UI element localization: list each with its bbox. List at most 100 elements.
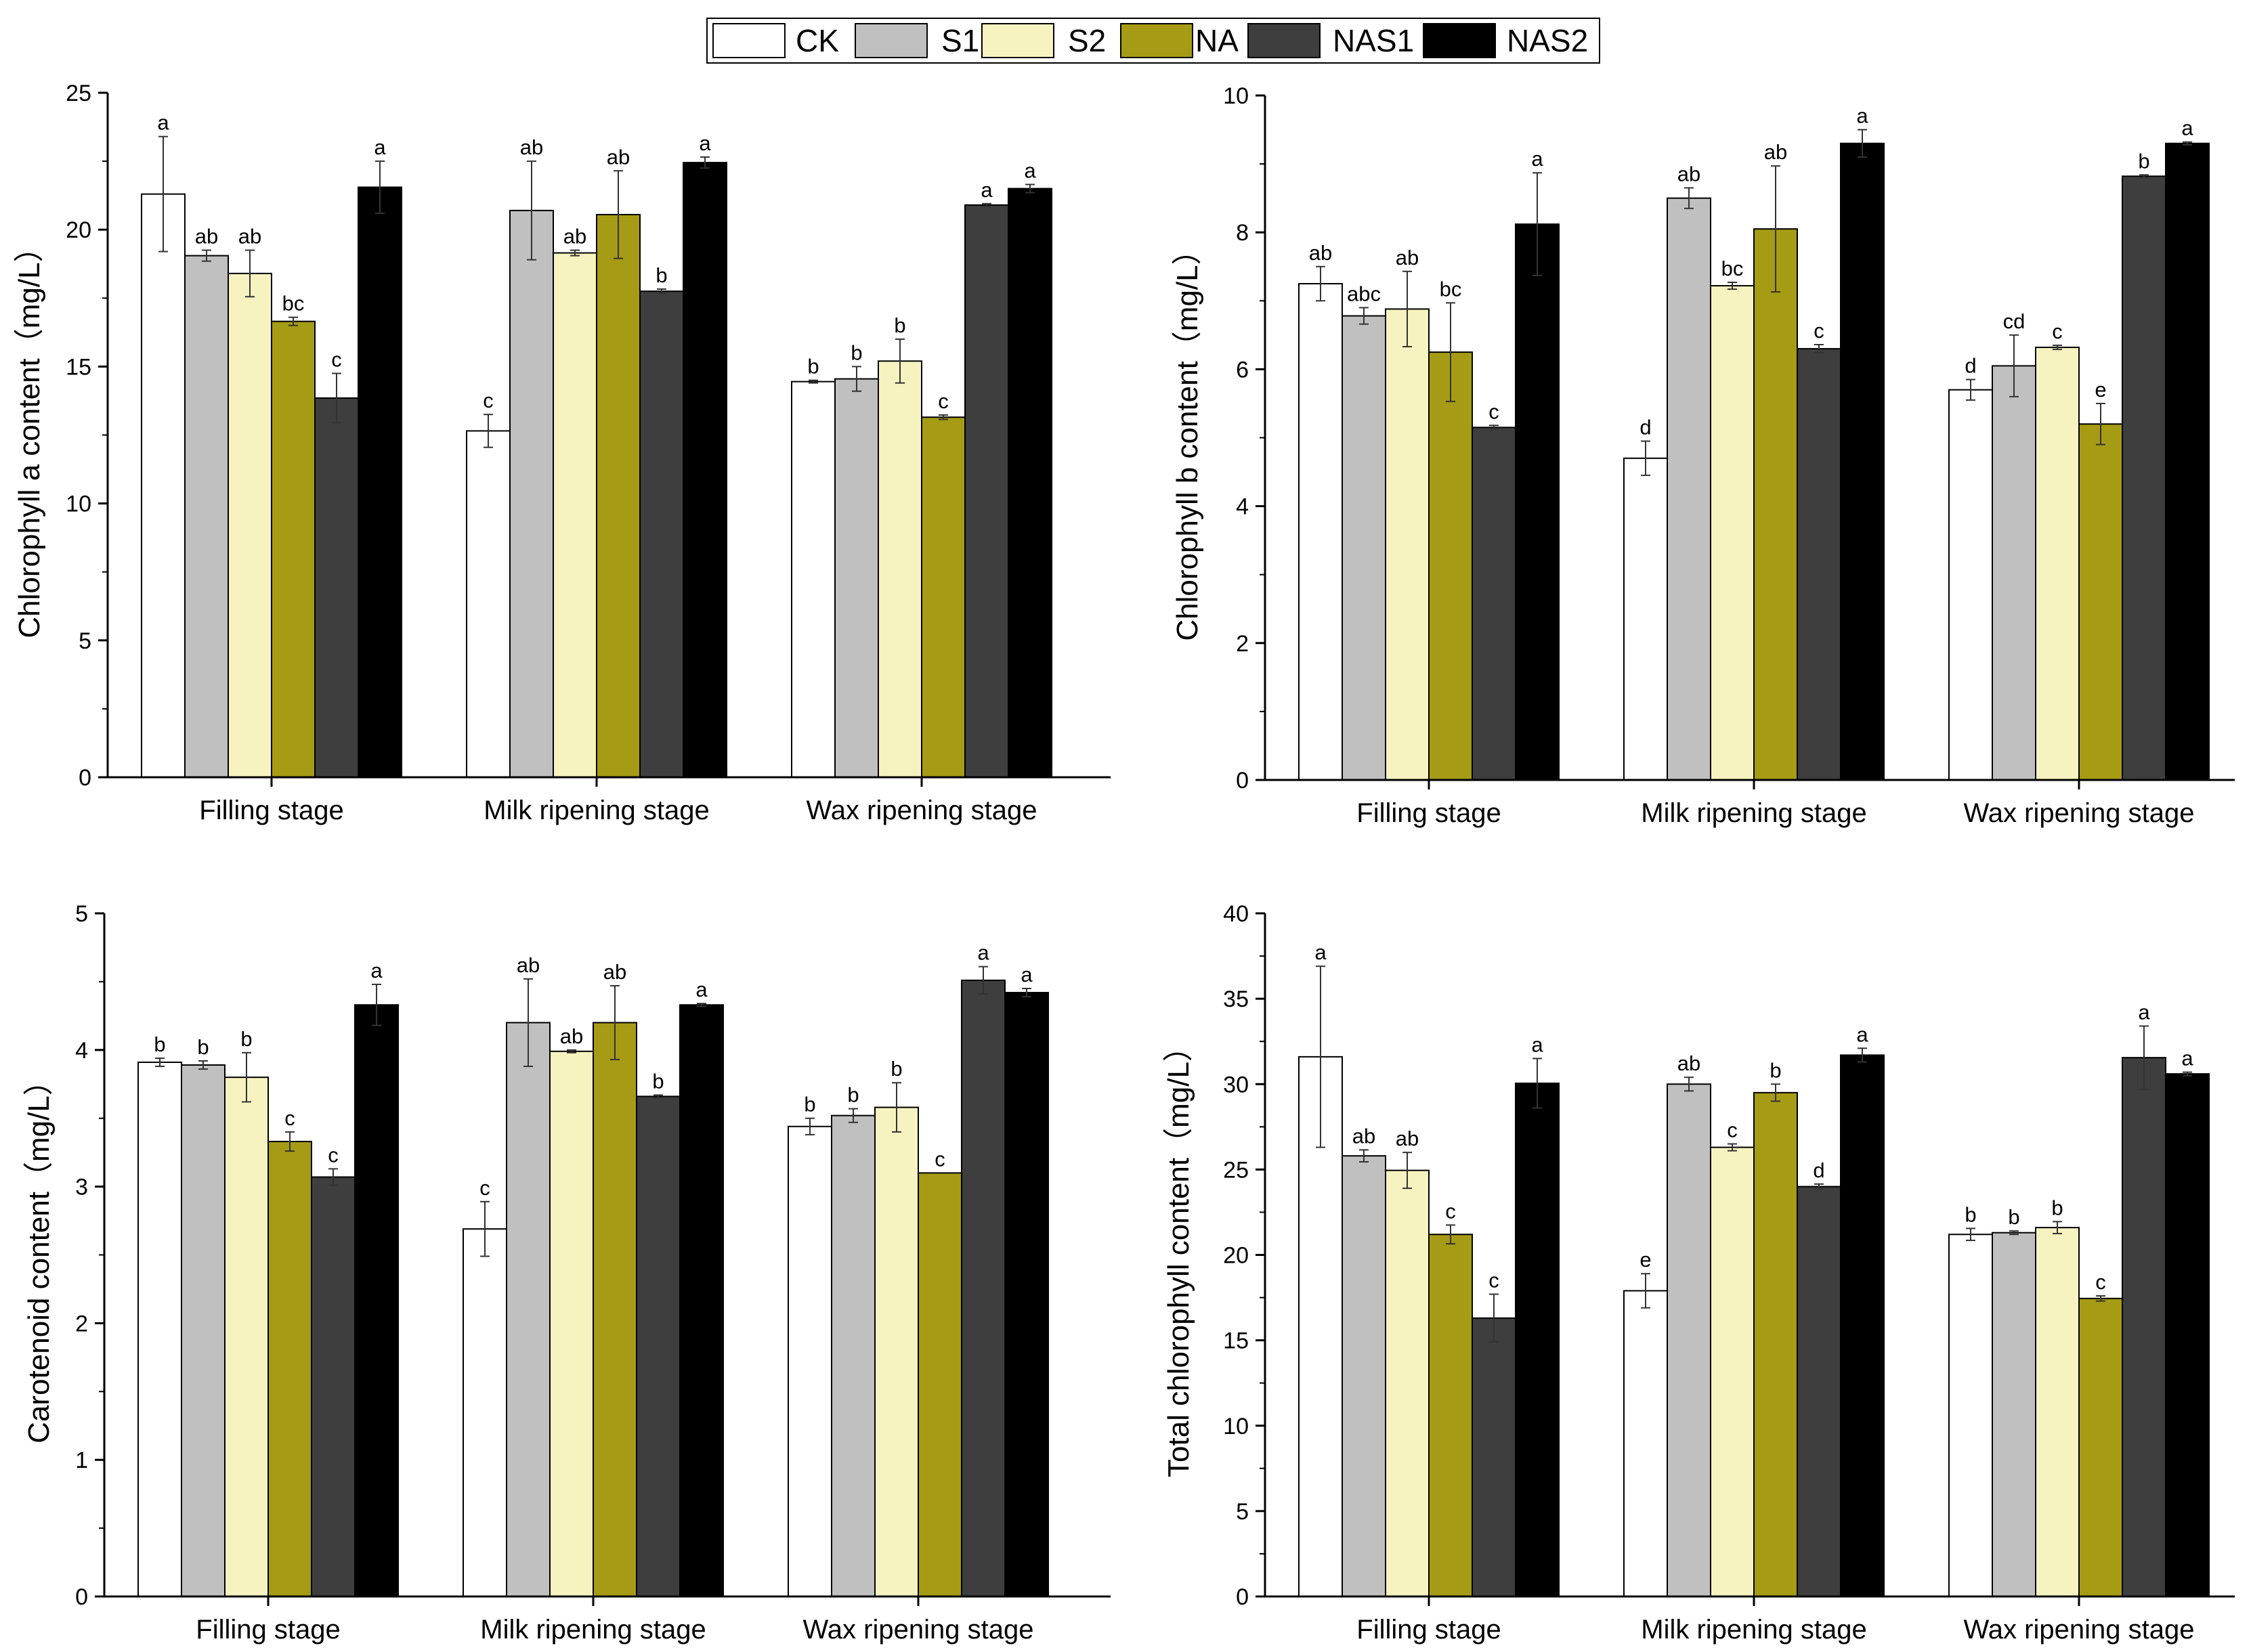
- bar-s2-0: [224, 1077, 269, 1598]
- y-tick-label: 5: [1236, 1499, 1249, 1525]
- bar-nas2-1: [683, 162, 727, 778]
- bar-na-0: [1428, 351, 1473, 781]
- legend-swatch-s2: [981, 23, 1054, 58]
- bar-ck-2: [788, 1125, 832, 1597]
- significance-label: b: [807, 355, 819, 378]
- y-tick-label: 1: [75, 1448, 88, 1473]
- bar-ck-2: [1948, 1234, 1993, 1597]
- bar-s1-2: [834, 378, 879, 778]
- bar-s1-1: [506, 1022, 551, 1597]
- significance-label: d: [1965, 354, 1976, 378]
- significance-label: d: [1813, 1158, 1824, 1182]
- significance-label: c: [483, 389, 494, 412]
- significance-label: b: [891, 1057, 902, 1081]
- bar-ck-0: [141, 193, 186, 778]
- legend-label-nas1: NAS1: [1333, 23, 1414, 58]
- significance-label: bc: [1721, 257, 1744, 280]
- legend-swatch-s1: [855, 23, 928, 58]
- legend-label-ck: CK: [796, 23, 839, 58]
- significance-label: a: [699, 131, 711, 155]
- significance-label: bc: [1440, 277, 1462, 301]
- bar-s1-2: [831, 1114, 876, 1597]
- bar-s1-1: [1667, 197, 1711, 781]
- significance-label: a: [157, 111, 169, 135]
- significance-label: b: [656, 263, 667, 287]
- y-tick-label: 20: [1223, 1243, 1249, 1269]
- significance-label: ab: [603, 960, 626, 984]
- significance-label: bc: [282, 292, 305, 316]
- bar-na-2: [921, 416, 966, 778]
- bar-nas1-2: [2122, 1057, 2166, 1597]
- significance-label: ab: [520, 135, 543, 159]
- x-category-label: Filling stage: [1356, 1615, 1501, 1645]
- x-category-label: Milk ripening stage: [480, 1615, 706, 1645]
- bar-s2-1: [1710, 1146, 1755, 1597]
- significance-label: b: [894, 313, 905, 337]
- bar-s2-0: [1385, 308, 1430, 781]
- y-tick-label: 4: [75, 1038, 88, 1064]
- bar-s1-1: [509, 209, 554, 778]
- bar-na-0: [271, 320, 316, 778]
- x-category-label: Filling stage: [1356, 798, 1501, 828]
- significance-label: c: [479, 1176, 490, 1200]
- bar-nas1-2: [961, 979, 1006, 1597]
- bar-nas1-2: [2122, 175, 2166, 781]
- y-tick-label: 2: [1236, 631, 1249, 657]
- y-axis-label: Chlorophyll a content（mg/L）: [13, 232, 46, 638]
- significance-label: ab: [1677, 1051, 1700, 1075]
- bar-s2-0: [228, 272, 272, 778]
- y-tick-label: 25: [66, 81, 91, 106]
- y-tick-label: 35: [1223, 986, 1249, 1012]
- legend: CK S1 S2 NA NAS1 NAS2: [706, 18, 1600, 64]
- significance-label: b: [2138, 149, 2149, 173]
- significance-label: a: [977, 941, 989, 965]
- significance-label: c: [1727, 1118, 1738, 1142]
- bar-ck-2: [1948, 389, 1993, 781]
- significance-label: a: [1856, 1022, 1868, 1046]
- bar-nas2-1: [679, 1004, 724, 1598]
- legend-swatch-nas2: [1423, 23, 1496, 58]
- significance-label: a: [374, 135, 386, 159]
- bar-nas2-2: [1004, 992, 1049, 1597]
- y-tick-label: 0: [1236, 1584, 1249, 1610]
- significance-label: ab: [1309, 241, 1332, 265]
- bar-nas1-1: [1797, 348, 1841, 781]
- bar-s2-1: [553, 252, 597, 779]
- significance-label: a: [370, 959, 383, 982]
- bar-s1-1: [1667, 1083, 1711, 1597]
- significance-label: ab: [1352, 1124, 1375, 1148]
- bar-s1-0: [1342, 1155, 1386, 1597]
- bar-nas2-2: [2165, 142, 2210, 781]
- significance-label: c: [1445, 1199, 1456, 1223]
- significance-label: ab: [1396, 1127, 1419, 1150]
- significance-label: a: [2181, 116, 2193, 140]
- y-tick-label: 8: [1236, 220, 1249, 246]
- y-tick-label: 10: [1223, 83, 1249, 109]
- significance-label: b: [847, 1083, 859, 1107]
- significance-label: a: [2181, 1047, 2193, 1070]
- significance-label: ab: [1764, 140, 1787, 164]
- x-category-label: Filling stage: [196, 1615, 340, 1645]
- significance-label: c: [1488, 399, 1499, 423]
- y-tick-label: 15: [1223, 1328, 1249, 1354]
- significance-label: b: [804, 1093, 815, 1116]
- significance-label: b: [154, 1032, 165, 1056]
- bar-s1-2: [1992, 1232, 2036, 1597]
- bar-s2-2: [874, 1106, 919, 1597]
- bar-na-1: [593, 1022, 637, 1597]
- legend-label-na: NA: [1195, 23, 1239, 58]
- significance-label: ab: [238, 225, 261, 248]
- significance-label: c: [331, 348, 342, 372]
- y-axis-label: Chlorophyll b content（mg/L）: [1171, 235, 1204, 640]
- bar-na-1: [596, 213, 641, 778]
- bar-nas1-0: [311, 1176, 356, 1597]
- significance-label: a: [1531, 147, 1543, 171]
- bar-na-2: [2078, 1297, 2123, 1597]
- y-tick-label: 0: [1236, 768, 1249, 794]
- legend-swatch-ck: [712, 23, 786, 58]
- significance-label: ab: [563, 225, 586, 248]
- significance-label: b: [1965, 1202, 1976, 1226]
- y-tick-label: 0: [79, 765, 91, 791]
